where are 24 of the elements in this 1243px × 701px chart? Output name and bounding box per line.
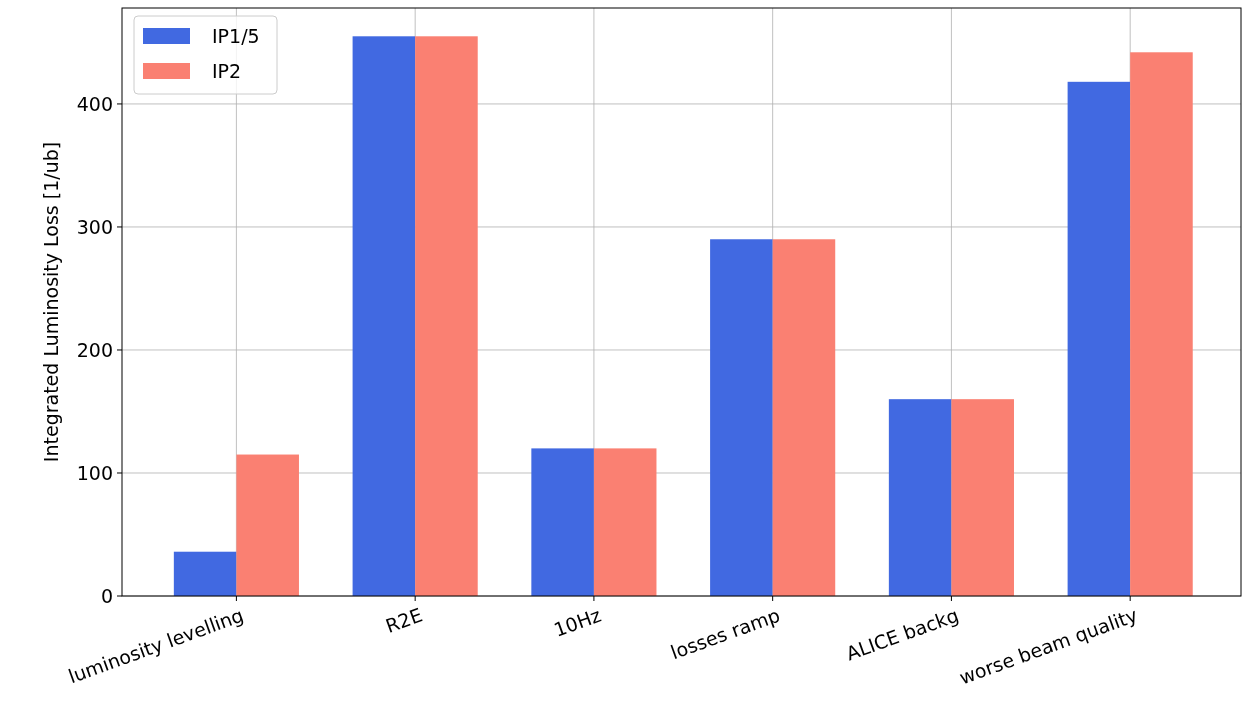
y-tick-label: 400 bbox=[76, 92, 113, 115]
bar bbox=[531, 448, 594, 596]
x-tick-label: 10Hz bbox=[550, 603, 604, 641]
y-axis-title: Integrated Luminosity Loss [1/ub] bbox=[40, 141, 62, 463]
bar bbox=[1067, 81, 1131, 596]
bar bbox=[352, 36, 416, 596]
y-tick-label: 0 bbox=[100, 584, 113, 607]
bar bbox=[1130, 52, 1193, 596]
y-tick-label: 100 bbox=[76, 461, 113, 484]
bar bbox=[951, 399, 1014, 596]
bar bbox=[415, 36, 478, 596]
bar bbox=[772, 239, 836, 596]
bar bbox=[173, 551, 237, 596]
x-tick-label: ALICE backg bbox=[843, 603, 962, 665]
legend-label: IP1/5 bbox=[212, 24, 260, 47]
bar bbox=[888, 399, 952, 596]
bar bbox=[593, 448, 657, 596]
x-tick-label: R2E bbox=[382, 603, 426, 638]
bar bbox=[236, 454, 299, 596]
y-tick-label: 300 bbox=[76, 215, 113, 238]
bar bbox=[710, 239, 773, 596]
y-tick-label: 200 bbox=[76, 338, 113, 361]
legend-label: IP2 bbox=[212, 59, 242, 82]
x-tick-label: losses ramp bbox=[667, 603, 783, 664]
